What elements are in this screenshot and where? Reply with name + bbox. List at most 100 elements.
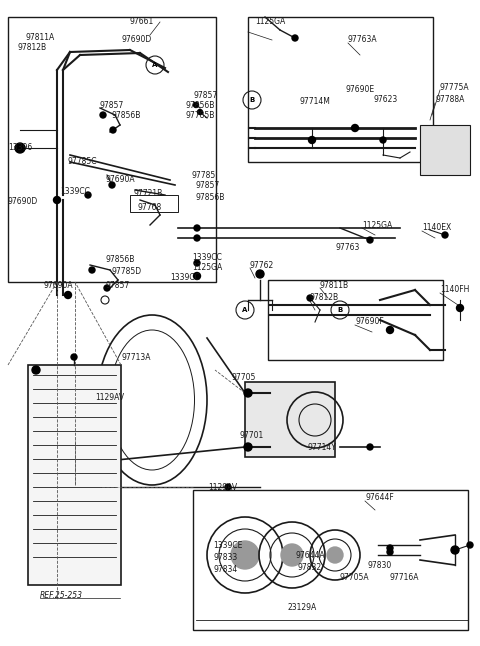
Circle shape	[309, 136, 315, 143]
Circle shape	[467, 542, 473, 548]
Text: 1140EX: 1140EX	[422, 224, 451, 233]
Text: 97857: 97857	[194, 90, 218, 99]
Circle shape	[194, 260, 200, 266]
Text: 97812B: 97812B	[18, 43, 47, 52]
Text: 1129AV: 1129AV	[208, 483, 237, 492]
Text: 97721B: 97721B	[133, 189, 162, 198]
Text: 97661: 97661	[130, 17, 154, 26]
Circle shape	[71, 354, 77, 360]
Text: 97812B: 97812B	[310, 293, 339, 302]
Text: 97714M: 97714M	[300, 98, 331, 107]
Circle shape	[367, 237, 373, 243]
Text: 97785B: 97785B	[186, 110, 216, 120]
Text: 97690D: 97690D	[122, 36, 152, 45]
Text: 97763: 97763	[335, 244, 360, 253]
Circle shape	[110, 127, 116, 133]
Text: 97644F: 97644F	[365, 494, 394, 503]
Text: 1339CC: 1339CC	[60, 187, 90, 196]
Circle shape	[281, 544, 303, 566]
Text: 97788A: 97788A	[435, 96, 464, 105]
Text: 97856B: 97856B	[186, 101, 216, 110]
Text: A: A	[152, 62, 158, 68]
Text: 13396: 13396	[8, 143, 32, 152]
Circle shape	[351, 125, 359, 132]
Bar	[248, 17, 433, 162]
Text: 97623: 97623	[374, 96, 398, 105]
Circle shape	[194, 225, 200, 231]
Text: 97785D: 97785D	[112, 267, 142, 276]
Text: 97690E: 97690E	[345, 85, 374, 94]
Bar	[268, 280, 443, 360]
Circle shape	[64, 291, 72, 298]
Text: 97830: 97830	[368, 561, 392, 570]
Text: 1129AV: 1129AV	[95, 393, 124, 402]
Circle shape	[15, 143, 25, 153]
Circle shape	[367, 444, 373, 450]
Text: 1339CE: 1339CE	[213, 541, 242, 550]
Circle shape	[244, 443, 252, 451]
Text: 97716A: 97716A	[390, 574, 420, 583]
Circle shape	[225, 484, 231, 490]
Circle shape	[104, 285, 110, 291]
Text: 97690A: 97690A	[105, 176, 134, 185]
Text: B: B	[250, 97, 254, 103]
Circle shape	[456, 304, 464, 311]
Text: 97856B: 97856B	[196, 193, 226, 202]
Text: 97768: 97768	[138, 203, 162, 213]
Text: 97690F: 97690F	[355, 317, 384, 326]
Circle shape	[442, 232, 448, 238]
Circle shape	[32, 366, 40, 374]
Text: REF.25-253: REF.25-253	[40, 590, 83, 599]
Circle shape	[327, 547, 343, 563]
Circle shape	[244, 389, 252, 397]
Bar	[28, 365, 121, 585]
Circle shape	[307, 295, 313, 301]
Circle shape	[85, 192, 91, 198]
Text: 97811A: 97811A	[25, 34, 54, 43]
Text: 97856B: 97856B	[105, 256, 134, 264]
Text: 97857: 97857	[196, 180, 220, 189]
Text: 97644A: 97644A	[295, 550, 324, 559]
Text: 23129A: 23129A	[288, 603, 317, 612]
Circle shape	[194, 235, 200, 241]
Circle shape	[380, 137, 386, 143]
Circle shape	[89, 267, 95, 273]
Text: 1125GA: 1125GA	[192, 264, 222, 273]
Text: 97785: 97785	[192, 171, 216, 180]
Text: 1140FH: 1140FH	[440, 286, 469, 295]
Text: 97785C: 97785C	[68, 158, 97, 167]
Bar	[8, 17, 216, 282]
Text: 97834: 97834	[213, 565, 237, 574]
Bar	[420, 125, 470, 175]
Text: 97856B: 97856B	[112, 110, 142, 120]
Circle shape	[100, 112, 106, 118]
Text: 97832: 97832	[298, 563, 322, 572]
Circle shape	[197, 110, 203, 114]
Circle shape	[109, 182, 115, 188]
Text: 97857: 97857	[100, 101, 124, 110]
Circle shape	[193, 103, 199, 107]
Circle shape	[387, 549, 393, 555]
Text: 97690A: 97690A	[43, 280, 72, 289]
Text: 97833: 97833	[213, 554, 237, 563]
Text: 1125GA: 1125GA	[255, 17, 285, 26]
Text: 97690D: 97690D	[8, 198, 38, 207]
Text: A: A	[242, 307, 248, 313]
Text: 97714Y: 97714Y	[308, 444, 337, 452]
Circle shape	[387, 545, 393, 551]
Text: 1339CC: 1339CC	[192, 253, 222, 262]
Text: 97705: 97705	[232, 373, 256, 382]
Text: 1125GA: 1125GA	[362, 220, 392, 229]
Text: B: B	[337, 307, 343, 313]
Text: 97701: 97701	[240, 430, 264, 439]
Circle shape	[386, 326, 394, 333]
Bar	[193, 490, 468, 630]
Text: 97775A: 97775A	[440, 83, 469, 92]
Bar	[130, 195, 178, 212]
Text: 97713A: 97713A	[122, 353, 152, 362]
Bar	[245, 382, 335, 457]
Text: 97762: 97762	[250, 260, 274, 269]
Text: 97811B: 97811B	[320, 280, 349, 289]
Circle shape	[292, 35, 298, 41]
Text: 97857: 97857	[106, 280, 130, 289]
